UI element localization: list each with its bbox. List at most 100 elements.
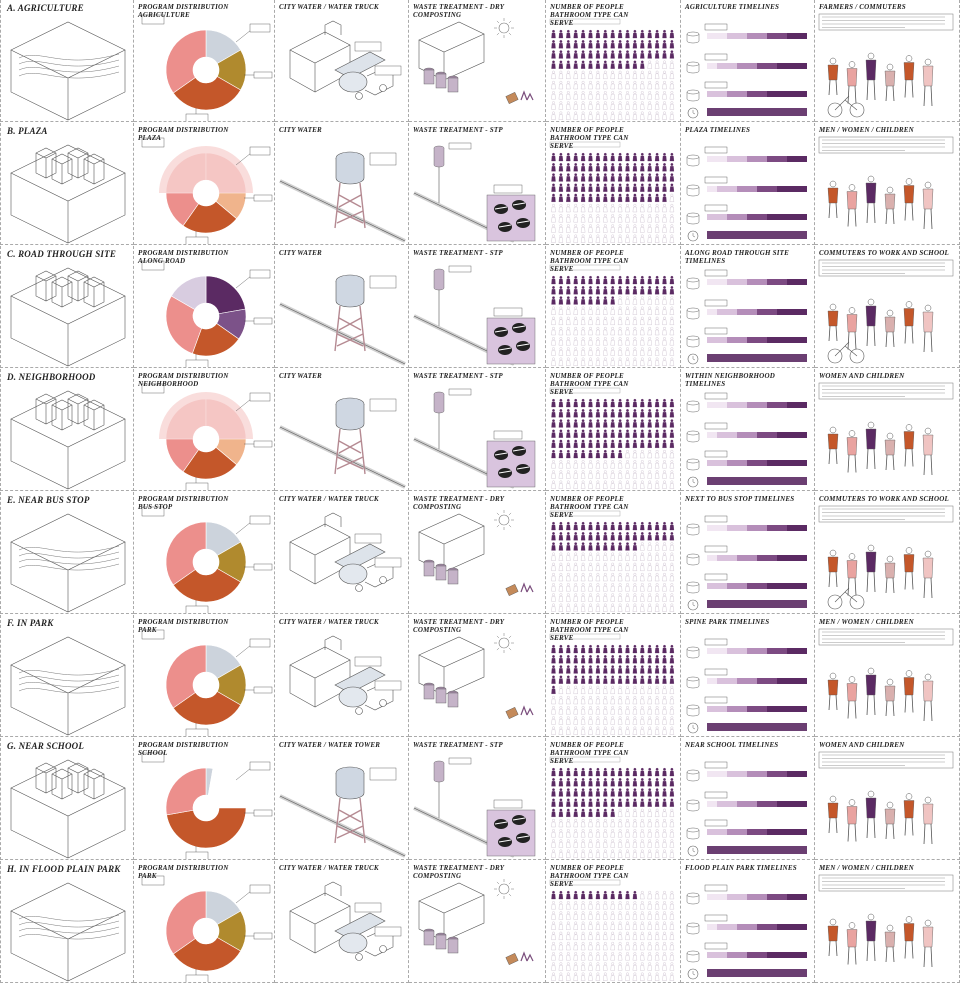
timeline-segment: [777, 156, 787, 162]
site-isometric: [10, 513, 126, 613]
timeline-segment: [777, 460, 787, 466]
timeline-segment: [707, 460, 717, 466]
program-title: PROGRAM DISTRIBUTION NEIGHBORHOOD: [138, 372, 229, 388]
timeline-segment: [727, 894, 737, 900]
timeline-segment: [757, 706, 767, 712]
timeline-segment: [737, 583, 747, 589]
waste-title: WASTE TREATMENT - DRY COMPOSTING: [413, 495, 505, 511]
site-row: B. PLAZA PROGRAM DISTRIBUTION PLAZA CITY W…: [0, 123, 960, 245]
timeline-segment: [797, 214, 807, 220]
timeline-segment: [727, 555, 737, 561]
timeline-segment: [717, 402, 727, 408]
timeline-segment: [737, 337, 747, 343]
timeline-segment: [787, 402, 797, 408]
row-title-cell: A. AGRICULTURE: [0, 0, 134, 122]
timeline-segment: [777, 924, 787, 930]
row-title-cell: G. NEAR SCHOOL: [0, 738, 134, 860]
timeline-segment: [727, 91, 737, 97]
row-title-cell: B. PLAZA: [0, 123, 134, 245]
timeline-segment: [797, 706, 807, 712]
timeline-segment: [727, 648, 737, 654]
timeline-segment: [737, 771, 747, 777]
timeline-segment: [707, 924, 717, 930]
timeline-segment: [767, 33, 777, 39]
water-title: CITY WATER / WATER TRUCK: [279, 3, 379, 11]
timeline-segment: [747, 309, 757, 315]
people-icon-grid: [551, 398, 675, 489]
site-row: G. NEAR SCHOOL PROGRAM DISTRIBUTION SCHOO…: [0, 738, 960, 860]
timeline-segment: [777, 555, 787, 561]
timeline-segment: [747, 33, 757, 39]
timeline-segment: [787, 91, 797, 97]
row-water-cell: CITY WATER / WATER TRUCK: [275, 861, 409, 983]
timeline-segment: [787, 894, 797, 900]
waste-title: WASTE TREATMENT - DRY COMPOSTING: [413, 618, 505, 634]
timeline-bars: [686, 884, 807, 980]
timeline-segment: [747, 156, 757, 162]
timeline-segment: [747, 952, 757, 958]
timeline-segment: [787, 309, 797, 315]
cell-graphic: [10, 882, 126, 982]
timeline-title: ALONG ROAD THROUGH SITE TIMELINES: [685, 249, 789, 265]
cell-graphic: [10, 759, 126, 859]
users-title: COMMUTERS TO WORK AND SCHOOL: [819, 495, 949, 503]
timeline-segment: [737, 952, 747, 958]
site-isometric: [10, 267, 126, 367]
timeline-segment: [727, 432, 737, 438]
timeline-segment: [747, 432, 757, 438]
timeline-segment: [777, 583, 787, 589]
water-title: CITY WATER / WATER TRUCK: [279, 495, 379, 503]
timeline-segment: [747, 648, 757, 654]
row-users-cell: WOMEN AND CHILDREN: [815, 369, 960, 491]
timeline-segment: [727, 214, 737, 220]
site-title: G. NEAR SCHOOL: [7, 741, 85, 751]
timeline-segment: [707, 337, 717, 343]
timeline-segment: [717, 337, 727, 343]
timeline-segment: [797, 337, 807, 343]
users-figures: [818, 751, 954, 845]
row-water-cell: CITY WATER / WATER TRUCK: [275, 0, 409, 122]
timeline-segment: [717, 801, 727, 807]
timeline-segment: [707, 801, 717, 807]
cell-graphic: [818, 13, 954, 118]
cell-graphic: [818, 505, 954, 610]
row-program-cell: PROGRAM DISTRIBUTION ALONG ROAD: [134, 246, 275, 368]
timeline-segment: [767, 63, 777, 69]
users-figures: [818, 382, 954, 476]
row-timeline-cell: SPINE PARK TIMELINES: [681, 615, 815, 737]
timeline-segment: [767, 214, 777, 220]
cell-graphic: [818, 136, 954, 230]
timeline-segment: [747, 924, 757, 930]
timeline-segment: [777, 678, 787, 684]
timeline-segment: [767, 952, 777, 958]
timeline-segment: [767, 706, 777, 712]
timeline-segment: [707, 156, 717, 162]
row-program-cell: PROGRAM DISTRIBUTION SCHOOL: [134, 738, 275, 860]
timeline-segment: [707, 771, 717, 777]
row-timeline-cell: NEAR SCHOOL TIMELINES: [681, 738, 815, 860]
timeline-segment: [787, 924, 797, 930]
timeline-segment: [767, 525, 777, 531]
timeline-segment: [757, 214, 767, 220]
cell-graphic: [413, 757, 536, 858]
timeline-segment: [757, 337, 767, 343]
row-title-cell: F. IN PARK: [0, 615, 134, 737]
row-users-cell: MEN / WOMEN / CHILDREN: [815, 861, 960, 983]
cell-graphic: [279, 397, 406, 489]
people-icon-grid: [551, 644, 675, 735]
people-title: NUMBER OF PEOPLE BATHROOM TYPE CAN SERVE: [550, 741, 629, 765]
timeline-segment: [717, 583, 727, 589]
site-title: A. AGRICULTURE: [7, 3, 84, 13]
cell-graphic: [818, 874, 954, 968]
row-people-cell: NUMBER OF PEOPLE BATHROOM TYPE CAN SERVE: [546, 738, 681, 860]
stp-diagram: [413, 142, 536, 243]
timeline-segment: [747, 829, 757, 835]
site-title: D. NEIGHBORHOOD: [7, 372, 96, 382]
row-program-cell: PROGRAM DISTRIBUTION AGRICULTURE: [134, 0, 275, 122]
timeline-segment: [707, 279, 717, 285]
waste-title: WASTE TREATMENT - STP: [413, 372, 503, 380]
timeline-segment: [757, 91, 767, 97]
timeline-segment: [777, 33, 787, 39]
timeline-segment: [787, 63, 797, 69]
waste-title: WASTE TREATMENT - DRY COMPOSTING: [413, 3, 505, 19]
